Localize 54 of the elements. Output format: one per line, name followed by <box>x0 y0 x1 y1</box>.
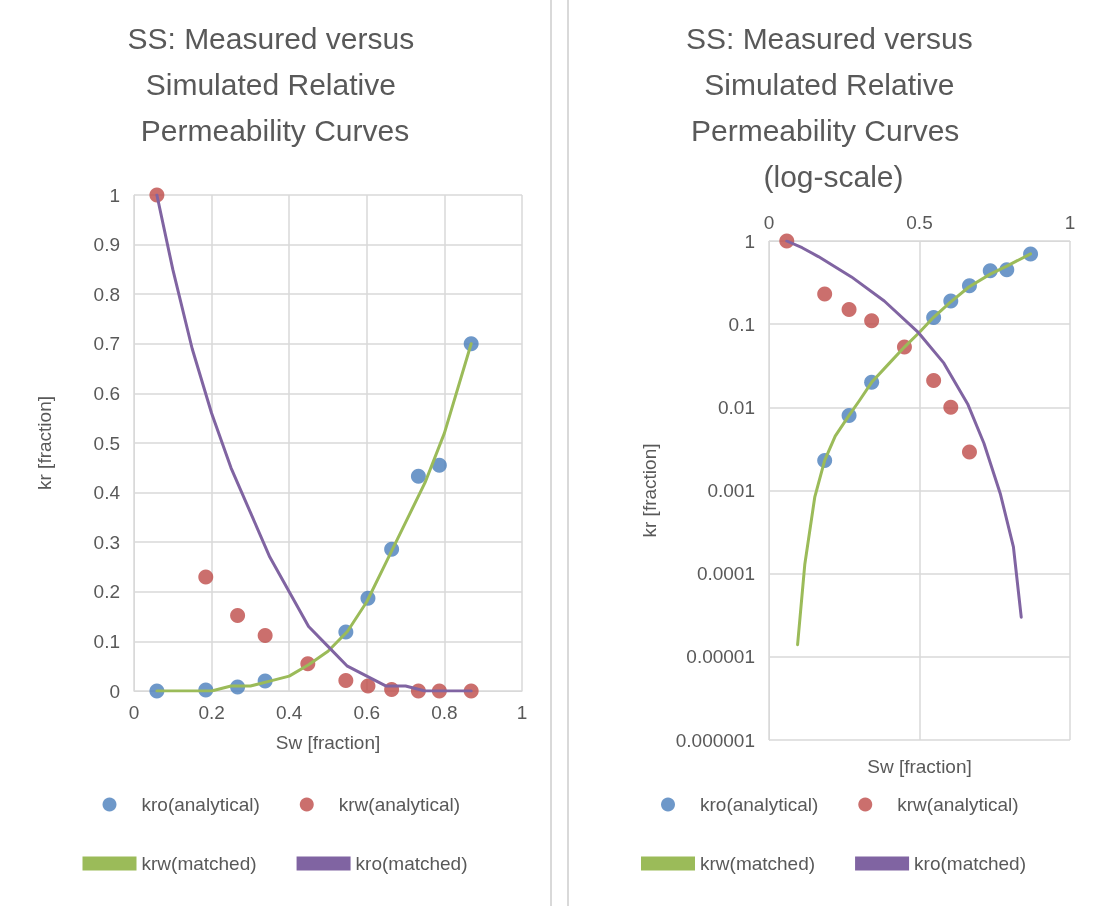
point <box>230 608 246 624</box>
y-tick-label: 0.0001 <box>696 563 755 585</box>
chart-title: SS: Measured versus Simulated Relative Permeability Curves <box>127 21 423 147</box>
y-tick-label: 0.9 <box>93 234 120 256</box>
x-tick-label: 0.2 <box>198 702 225 723</box>
legend-label: krw(matched) <box>141 853 257 874</box>
y-tick-label: 0.00001 <box>686 646 755 668</box>
point <box>431 457 447 473</box>
x-axis-title: Sw [fraction] <box>867 756 972 777</box>
point <box>257 627 273 643</box>
y-axis-title: kr [fraction] <box>34 396 55 490</box>
y-tick-label: 0 <box>109 680 120 702</box>
y-tick-label: 0.2 <box>93 581 120 603</box>
legend-label: krw(analytical) <box>338 794 461 815</box>
y-tick-label: 0.7 <box>93 333 120 355</box>
legend-label: kro(analytical) <box>141 794 260 815</box>
point <box>943 399 959 415</box>
legend-label: krw(analytical) <box>897 794 1019 815</box>
point <box>841 302 857 318</box>
y-tick-label: 0.6 <box>93 382 120 404</box>
y-tick-label: 0.4 <box>93 482 121 504</box>
y-tick-label: 0.1 <box>728 313 755 335</box>
point <box>410 468 426 484</box>
point <box>338 673 354 689</box>
point <box>198 569 214 585</box>
x-tick-label: 0 <box>763 212 775 233</box>
point <box>817 286 833 302</box>
x-tick-label: 0 <box>128 702 140 723</box>
y-tick-label: 0.000001 <box>675 729 755 751</box>
x-tick-label: 1 <box>516 702 528 723</box>
legend-label: kro(analytical) <box>700 794 819 815</box>
x-tick-label: 1 <box>1064 212 1076 233</box>
x-tick-label: 0.4 <box>275 702 303 723</box>
x-tick-label: 0.8 <box>431 702 458 723</box>
x-tick-label: 0.5 <box>906 212 933 233</box>
x-axis-title: Sw [fraction] <box>275 732 381 753</box>
y-tick-label: 0.1 <box>93 630 120 652</box>
y-tick-label: 0.01 <box>718 396 755 418</box>
x-tick-label: 0.6 <box>353 702 381 723</box>
legend-label: kro(matched) <box>355 853 468 874</box>
y-axis-title: kr [fraction] <box>639 443 660 538</box>
y-tick-label: 1 <box>744 230 755 252</box>
y-tick-label: 1 <box>109 184 120 206</box>
y-tick-label: 0.001 <box>707 480 755 501</box>
point <box>926 373 942 389</box>
point <box>360 678 376 694</box>
point <box>864 313 880 329</box>
y-tick-label: 0.8 <box>93 283 120 305</box>
y-tick-label: 0.5 <box>93 432 120 454</box>
point <box>961 444 977 460</box>
chart-title: SS: Measured versus Simulated Relative Permeability Curves (log-scale) <box>685 21 982 193</box>
legend-label: krw(matched) <box>700 853 816 874</box>
legend-label: kro(matched) <box>914 853 1026 874</box>
y-tick-label: 0.3 <box>93 531 120 553</box>
